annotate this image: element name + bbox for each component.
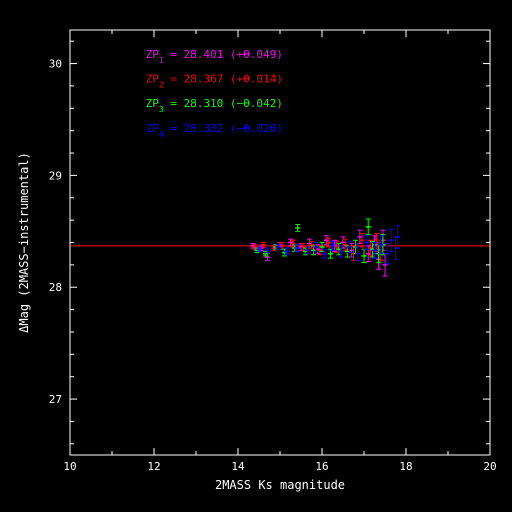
- svg-text:ΔMag (2MASS−instrumental): ΔMag (2MASS−instrumental): [17, 152, 31, 333]
- svg-text:2MASS Ks magnitude: 2MASS Ks magnitude: [215, 478, 345, 492]
- svg-text:20: 20: [483, 460, 496, 473]
- svg-text:10: 10: [63, 460, 76, 473]
- zp-scatter-chart: 10 12 14 16 18 20 27 28 29 30 2MASS Ks magnitude ΔM…: [0, 0, 512, 512]
- chart-svg: 10 12 14 16 18 20 27 28 29 30 2MASS Ks magnitude ΔM…: [0, 0, 512, 512]
- svg-text:30: 30: [49, 58, 62, 71]
- svg-text:16: 16: [315, 460, 328, 473]
- svg-text:12: 12: [147, 460, 160, 473]
- svg-text:28: 28: [49, 281, 62, 294]
- svg-text:27: 27: [49, 393, 62, 406]
- svg-text:14: 14: [231, 460, 245, 473]
- svg-text:29: 29: [49, 169, 62, 182]
- svg-text:18: 18: [399, 460, 412, 473]
